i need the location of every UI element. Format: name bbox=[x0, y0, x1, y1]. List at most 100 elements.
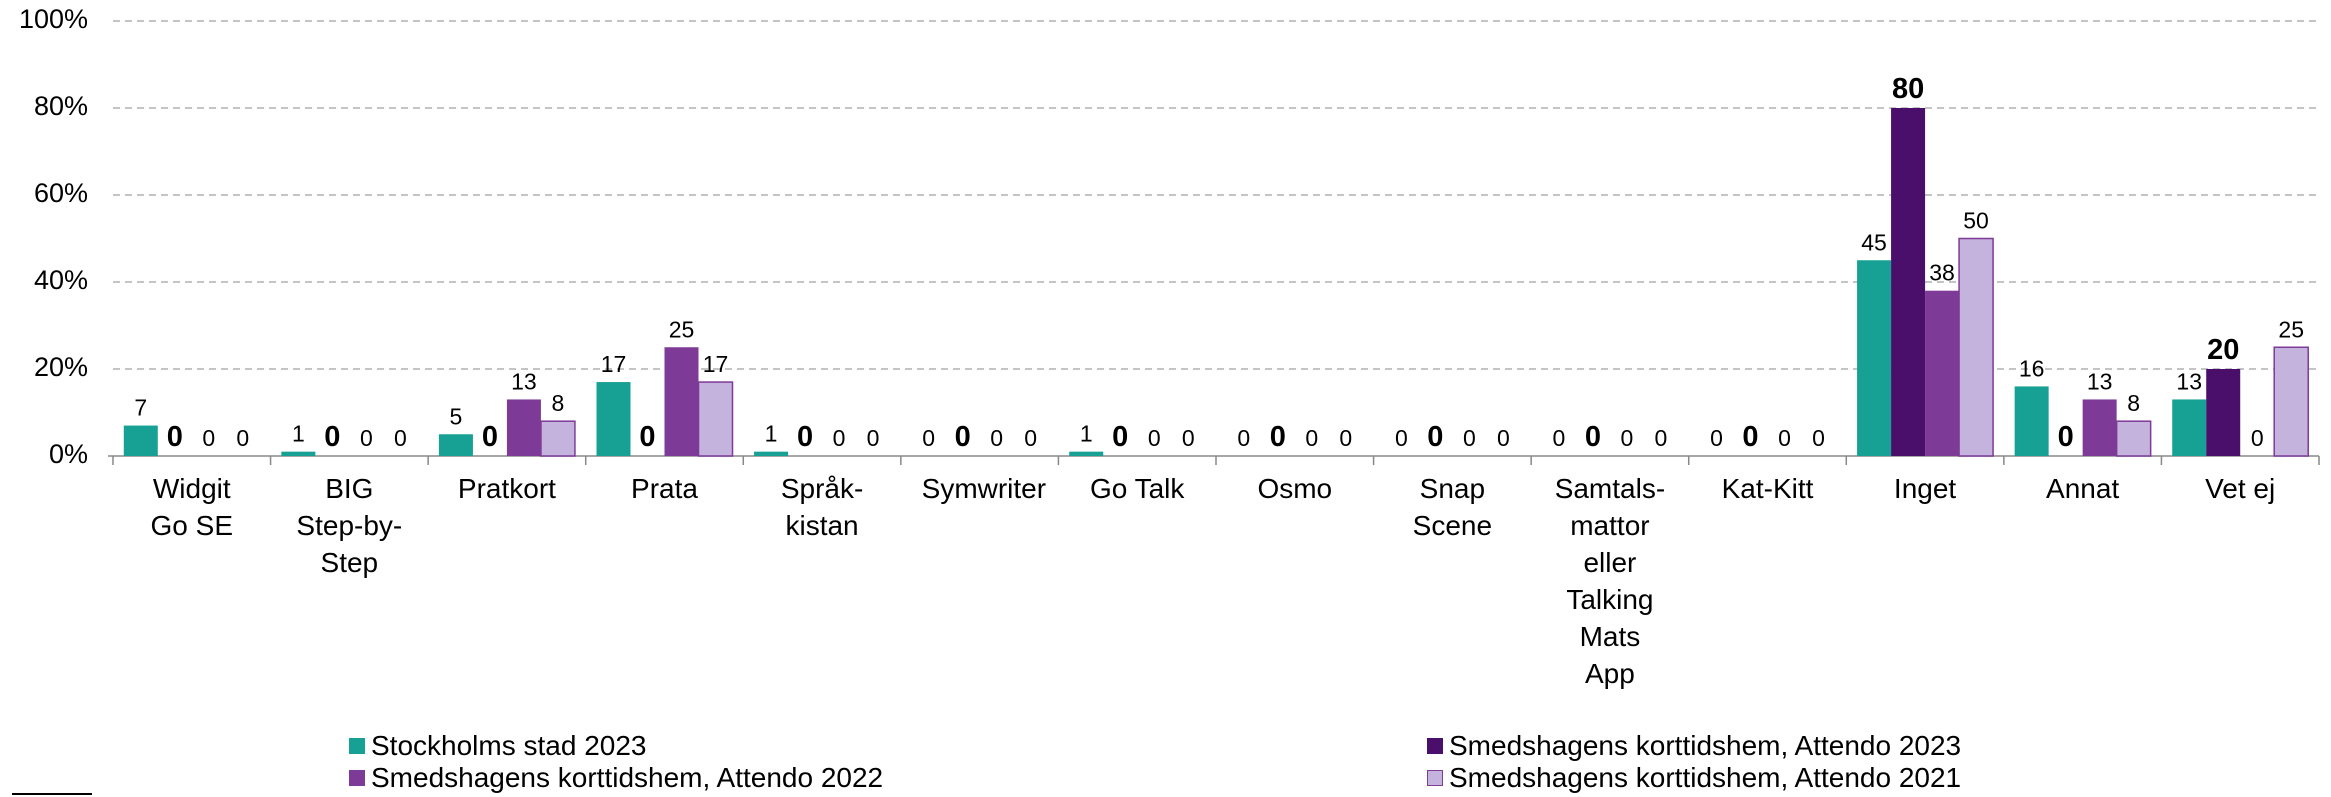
x-tick-label: Widgit Go SE bbox=[150, 473, 234, 541]
legend-item: Smedshagens korttidshem, Attendo 2022 bbox=[349, 762, 883, 794]
y-tick-label: 60% bbox=[34, 178, 88, 208]
data-label: 0 bbox=[1305, 425, 1318, 451]
x-tick-label: Symwriter bbox=[921, 473, 1047, 504]
data-label: 17 bbox=[703, 351, 729, 377]
bar bbox=[2172, 399, 2207, 456]
data-label: 0 bbox=[797, 421, 813, 453]
legend-swatch bbox=[1427, 770, 1443, 786]
data-label: 0 bbox=[1339, 425, 1352, 451]
bar bbox=[754, 451, 789, 456]
bar bbox=[2082, 399, 2117, 456]
x-tick-label: Annat bbox=[2046, 473, 2120, 504]
y-tick-label: 100% bbox=[19, 4, 88, 34]
data-label: 16 bbox=[2019, 355, 2045, 381]
legend-label: Smedshagens korttidshem, Attendo 2023 bbox=[1449, 730, 1962, 761]
x-tick-label: Kat-Kitt bbox=[1721, 473, 1814, 504]
data-label: 0 bbox=[1553, 425, 1566, 451]
data-label: 0 bbox=[1655, 425, 1668, 451]
data-label: 0 bbox=[955, 421, 971, 453]
x-tick-label: Språk-kistan bbox=[780, 473, 864, 541]
data-label: 0 bbox=[394, 425, 407, 451]
bar bbox=[1857, 260, 1892, 456]
x-tick-label: Pratkort bbox=[457, 473, 556, 504]
data-label: 0 bbox=[2058, 421, 2074, 453]
data-label: 38 bbox=[1929, 260, 1955, 286]
x-tick-label: BIG Step-by-Step bbox=[296, 473, 403, 578]
bar bbox=[2206, 369, 2241, 456]
bar bbox=[664, 347, 699, 456]
legend-item: Smedshagens korttidshem, Attendo 2021 bbox=[1427, 762, 1961, 794]
bar bbox=[438, 434, 473, 456]
data-label: 0 bbox=[1778, 425, 1791, 451]
data-label: 0 bbox=[1742, 421, 1758, 453]
data-label: 25 bbox=[2278, 316, 2304, 342]
data-label: 45 bbox=[1861, 229, 1887, 255]
data-label: 0 bbox=[167, 421, 183, 453]
data-label: 0 bbox=[1427, 421, 1443, 453]
data-label: 0 bbox=[1270, 421, 1286, 453]
legend-swatch bbox=[349, 770, 365, 786]
x-tick-label: Prata bbox=[631, 473, 698, 504]
data-label: 0 bbox=[1148, 425, 1161, 451]
data-label: 25 bbox=[669, 316, 695, 342]
data-label: 0 bbox=[482, 421, 498, 453]
data-label: 0 bbox=[639, 421, 655, 453]
bar bbox=[596, 382, 631, 456]
legend-label: Smedshagens korttidshem, Attendo 2022 bbox=[371, 762, 884, 793]
data-label: 0 bbox=[2251, 425, 2264, 451]
data-label: 0 bbox=[1585, 421, 1601, 453]
data-label: 0 bbox=[360, 425, 373, 451]
data-label: 5 bbox=[450, 403, 463, 429]
x-tick-label: Inget bbox=[1893, 473, 1957, 504]
data-label: 0 bbox=[1395, 425, 1408, 451]
data-label: 0 bbox=[867, 425, 880, 451]
data-label: 0 bbox=[990, 425, 1003, 451]
bar bbox=[697, 381, 734, 457]
data-label: 0 bbox=[1710, 425, 1723, 451]
data-label: 17 bbox=[601, 351, 627, 377]
y-tick-label: 20% bbox=[34, 352, 88, 382]
data-label: 1 bbox=[1080, 421, 1093, 447]
data-label: 0 bbox=[1024, 425, 1037, 451]
legend-item: Smedshagens korttidshem, Attendo 2023 bbox=[1427, 730, 1961, 762]
data-label: 1 bbox=[292, 421, 305, 447]
x-tick-label: Go Talk bbox=[1089, 473, 1185, 504]
bar bbox=[2273, 346, 2309, 457]
data-label: 50 bbox=[1963, 208, 1989, 234]
bar bbox=[123, 425, 158, 456]
data-label: 0 bbox=[1463, 425, 1476, 451]
data-label: 0 bbox=[922, 425, 935, 451]
bar bbox=[540, 420, 576, 457]
bar bbox=[1069, 451, 1104, 456]
bar bbox=[1891, 108, 1926, 456]
y-tick-label: 0% bbox=[49, 439, 88, 469]
data-label: 1 bbox=[765, 421, 778, 447]
data-label: 20 bbox=[2207, 334, 2239, 366]
legend-label: Smedshagens korttidshem, Attendo 2021 bbox=[1449, 762, 1962, 793]
data-label: 0 bbox=[324, 421, 340, 453]
bar bbox=[506, 399, 541, 456]
data-label: 0 bbox=[1182, 425, 1195, 451]
data-label: 0 bbox=[1621, 425, 1634, 451]
y-tick-label: 80% bbox=[34, 91, 88, 121]
bar bbox=[1958, 237, 1994, 457]
data-label: 80 bbox=[1892, 73, 1924, 105]
bar bbox=[281, 451, 316, 456]
data-label: 0 bbox=[1112, 421, 1128, 453]
data-label: 8 bbox=[2127, 390, 2140, 416]
data-label: 0 bbox=[236, 425, 249, 451]
data-label: 0 bbox=[1237, 425, 1250, 451]
bar bbox=[2014, 386, 2049, 456]
bar bbox=[1925, 290, 1960, 456]
data-label: 8 bbox=[552, 390, 565, 416]
legend-swatch bbox=[1427, 738, 1443, 754]
bar bbox=[2115, 420, 2152, 457]
data-label: 0 bbox=[1812, 425, 1825, 451]
x-tick-label: Snap Scene bbox=[1412, 473, 1493, 541]
y-tick-label: 40% bbox=[34, 265, 88, 295]
data-label: 13 bbox=[2087, 368, 2113, 394]
data-label: 0 bbox=[202, 425, 215, 451]
legend-item: Stockholms stad 2023 bbox=[349, 730, 647, 762]
